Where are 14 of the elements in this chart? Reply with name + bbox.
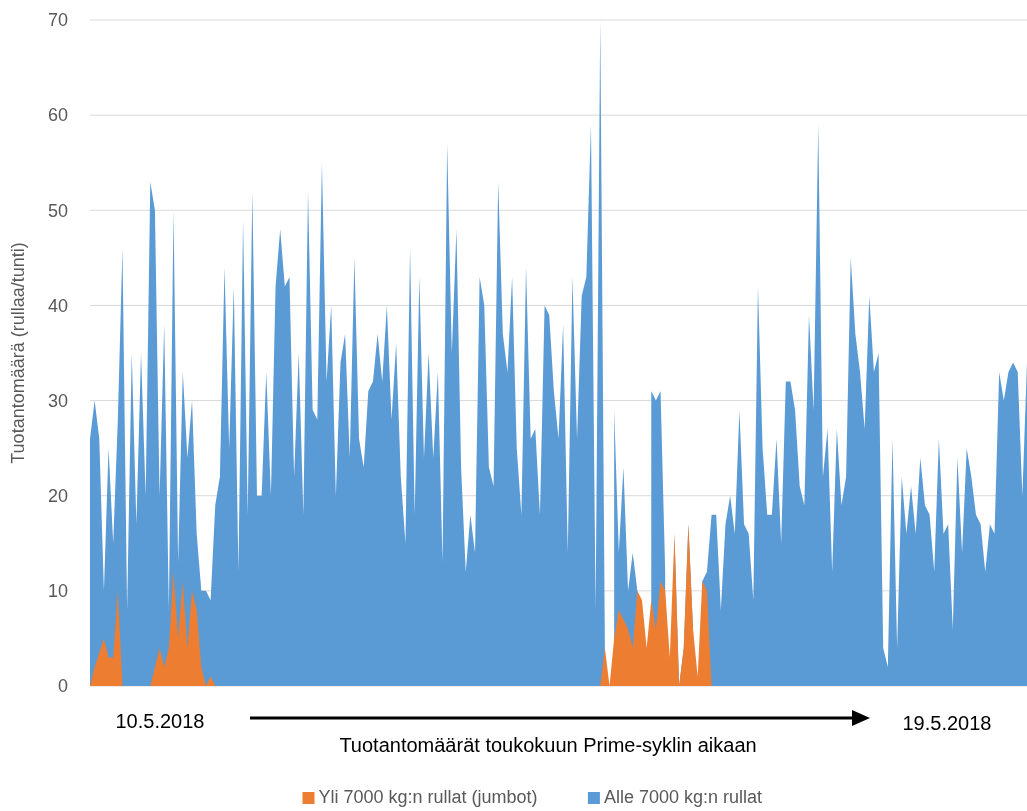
text: 19.5.2018 (902, 712, 992, 734)
y-tick-label: 30 (47, 390, 68, 411)
y-tick-label: 60 (47, 105, 68, 126)
y-axis-title: Tuotantomäärä (rullaa/tunti) (8, 242, 28, 464)
legend-label: Alle 7000 kg:n rullat (603, 787, 763, 807)
text: 10.5.2018 (115, 710, 205, 732)
y-tick-label: 40 (47, 295, 68, 316)
y-tick-label: 0 (57, 676, 68, 697)
y-tick-label: 20 (47, 486, 68, 507)
y-tick-label: 70 (47, 10, 68, 31)
y-tick-label: 50 (47, 200, 68, 221)
x-axis-title: Tuotantomäärät toukokuun Prime-syklin aikaan (339, 734, 757, 756)
legend-label: Yli 7000 kg:n rullat (jumbot) (318, 787, 538, 807)
y-tick-label: 10 (47, 581, 68, 602)
